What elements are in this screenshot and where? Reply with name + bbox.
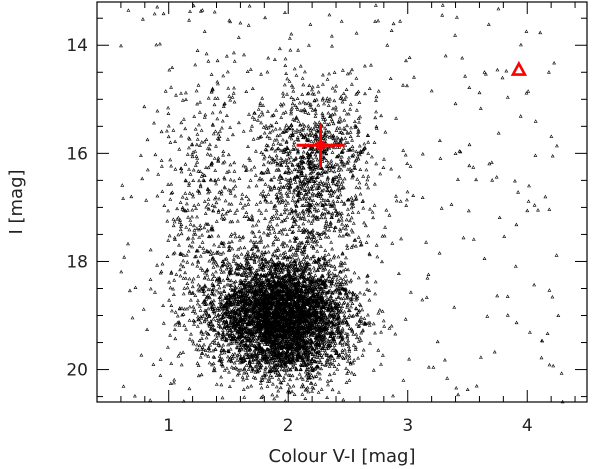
- highlight-triangle-marker: [510, 60, 528, 76]
- y-axis-title: I [mag]: [6, 169, 27, 234]
- x-tick-label: 1: [163, 416, 174, 436]
- x-tick-label: 3: [402, 416, 413, 436]
- x-axis-title: Colour V-I [mag]: [269, 446, 416, 467]
- scatter-points: [119, 3, 565, 404]
- highlight-point: [315, 140, 326, 151]
- data-point-triangles: [119, 3, 565, 404]
- y-tick-label: 18: [66, 252, 88, 272]
- y-tick-label: 20: [66, 361, 88, 381]
- y-tick-label: 14: [66, 36, 88, 56]
- x-tick-label: 2: [283, 416, 294, 436]
- axis-ticks: 1 2 3 4 14 16 18 20: [66, 2, 587, 436]
- y-tick-label: 16: [66, 144, 88, 164]
- highlight-markers: [296, 60, 528, 167]
- x-tick-label: 4: [522, 416, 533, 436]
- highlight-cross-marker: [296, 123, 345, 167]
- plot-frame: [96, 1, 588, 403]
